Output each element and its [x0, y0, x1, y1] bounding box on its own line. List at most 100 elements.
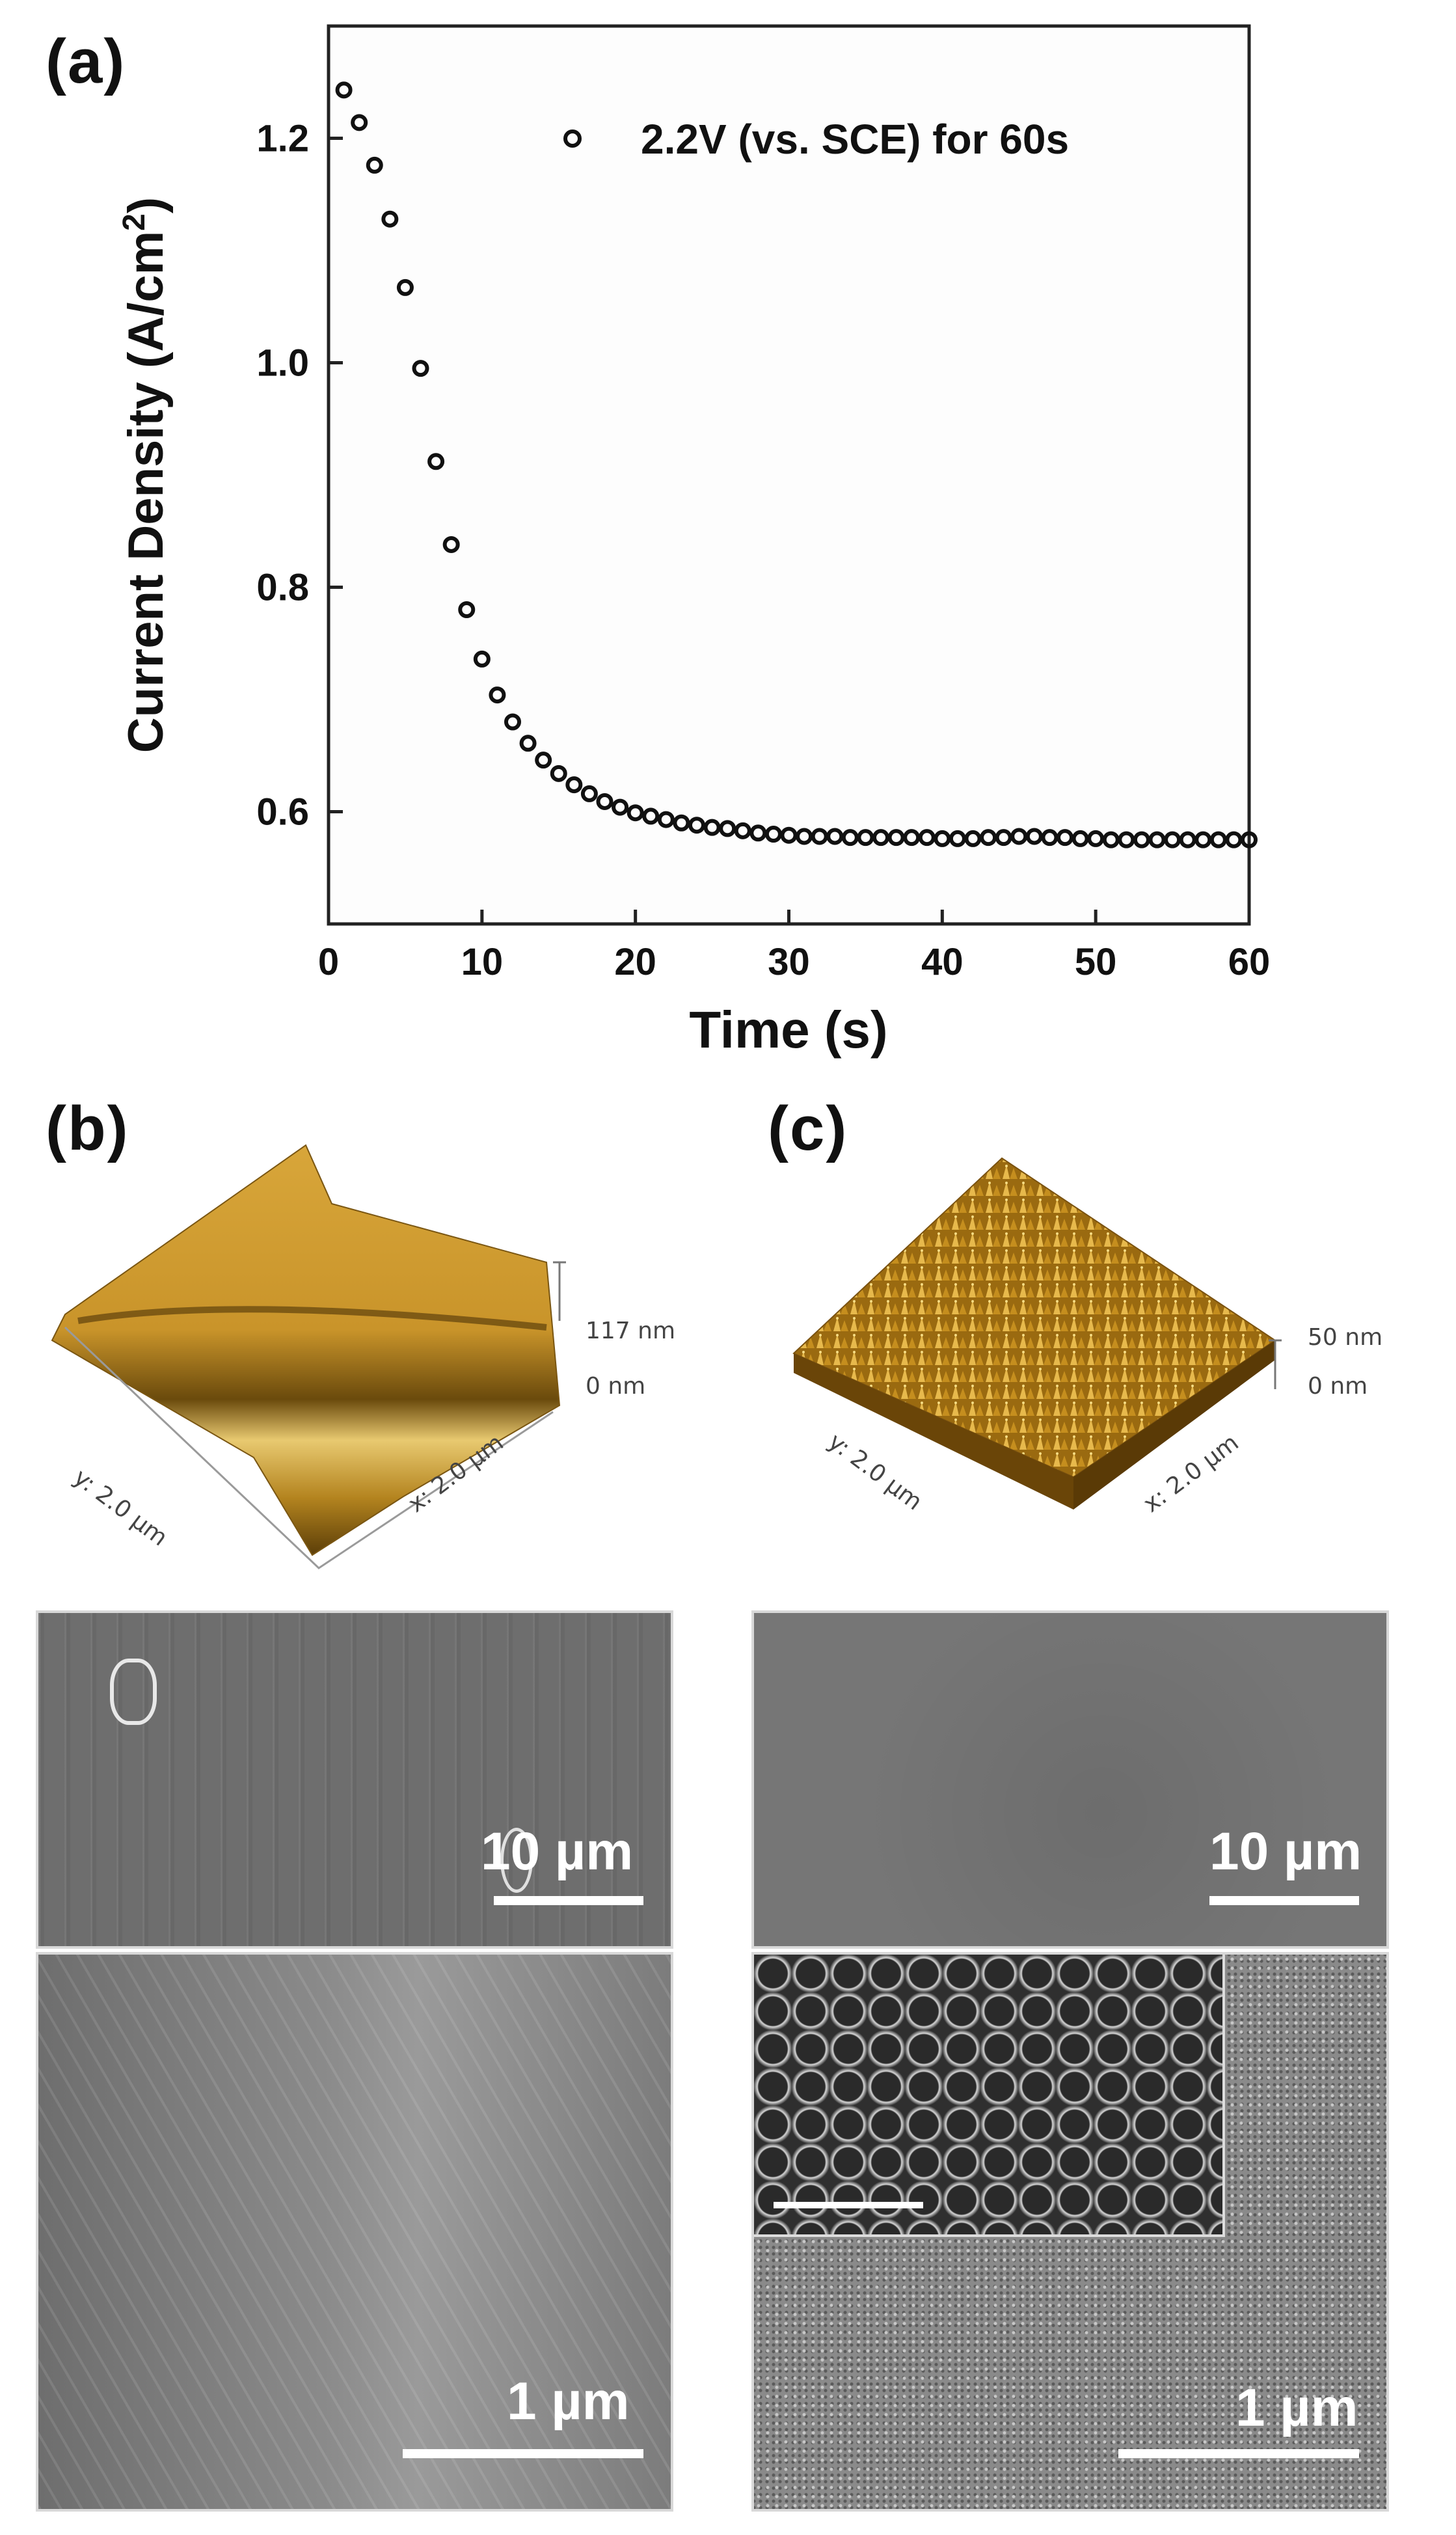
data-point — [1179, 831, 1196, 848]
data-point — [366, 156, 383, 174]
data-point — [719, 820, 736, 837]
data-point — [519, 735, 537, 752]
data-point — [688, 817, 705, 834]
scale-bar-c-top — [1209, 1896, 1359, 1905]
afm-c-zmax: 50 nm — [1308, 1324, 1383, 1351]
afm-z-scale-c — [1269, 1339, 1282, 1389]
data-point — [596, 793, 613, 810]
data-point — [535, 752, 552, 769]
axes: 0 10 20 30 40 50 60 0.6 0.8 1.0 1.2 — [256, 118, 1270, 984]
data-point — [412, 360, 429, 377]
x-tick-label: 0 — [318, 941, 339, 983]
data-point — [780, 826, 798, 844]
legend-label: 2.2V (vs. SCE) for 60s — [641, 116, 1069, 163]
afm-b-zmin: 0 nm — [586, 1373, 646, 1400]
data-point — [473, 650, 491, 668]
afm-z-scale-b — [553, 1261, 566, 1321]
data-point — [1241, 831, 1258, 848]
data-point — [673, 814, 690, 832]
panel-label-b: (b) — [46, 1094, 129, 1163]
data-point — [642, 807, 660, 825]
x-tick-label: 60 — [1228, 941, 1271, 983]
data-point — [995, 829, 1012, 847]
data-point — [811, 828, 828, 845]
data-point — [964, 830, 982, 847]
x-tick-label: 10 — [461, 941, 504, 983]
data-point — [442, 535, 460, 553]
y-tick-label: 1.2 — [256, 118, 309, 160]
afm-surface-c — [792, 1157, 1276, 1478]
x-tick-label: 40 — [921, 941, 964, 983]
data-point — [949, 830, 966, 847]
x-axis-label: Time (s) — [689, 1001, 887, 1059]
legend-marker — [563, 129, 582, 148]
data-point — [1164, 831, 1181, 848]
scale-label-b-bottom: 1 µm — [507, 2372, 630, 2431]
scale-bar-c-inset — [774, 2202, 923, 2208]
afm-image-b — [51, 1144, 566, 1569]
data-point — [749, 824, 767, 842]
data-point — [1209, 831, 1227, 848]
panel-label-a: (a) — [46, 27, 126, 96]
data-points — [335, 81, 1258, 848]
data-point — [796, 828, 813, 845]
data-point — [627, 804, 644, 822]
sem-particle — [110, 1659, 157, 1725]
data-point — [1225, 831, 1243, 848]
data-point — [565, 776, 583, 794]
data-point — [1010, 828, 1028, 845]
data-point — [841, 829, 859, 847]
afm-side-left-c — [794, 1353, 1073, 1510]
scale-label-c-bottom: 1 µm — [1235, 2378, 1358, 2437]
afm-image-c — [792, 1157, 1282, 1510]
afm-b-zmax: 117 nm — [586, 1318, 676, 1344]
sem-inset-c — [754, 1955, 1225, 2237]
x-tick-label: 20 — [614, 941, 656, 983]
data-point — [580, 785, 598, 802]
afm-base-frame-b — [64, 1326, 554, 1569]
y-axis-label-main: Current Density (A/cm — [118, 231, 174, 753]
x-tick-label: 30 — [768, 941, 810, 983]
sem-image-b-top: 10 µm — [36, 1610, 673, 1949]
data-point — [504, 713, 521, 731]
scale-label-c-top: 10 µm — [1209, 1822, 1362, 1881]
y-axis-label-close: ) — [118, 197, 174, 213]
data-point — [903, 829, 921, 847]
x-tick-label: 50 — [1075, 941, 1117, 983]
data-point — [764, 826, 782, 843]
scale-bar-b-top — [494, 1896, 643, 1905]
data-point — [396, 278, 414, 296]
data-point — [1057, 829, 1073, 847]
data-point — [857, 829, 874, 847]
scale-bar-c-bottom — [1118, 2449, 1359, 2458]
sem-particle — [500, 1828, 533, 1893]
data-point — [489, 686, 506, 704]
sem-image-b-bottom: 1 µm — [36, 1952, 673, 2512]
afm-c-zmin: 0 nm — [1308, 1373, 1368, 1400]
y-axis-label: Current Density (A/cm2) — [117, 197, 174, 753]
sem-image-c-top: 10 µm — [751, 1610, 1389, 1949]
data-point — [335, 81, 353, 99]
data-point — [351, 114, 368, 131]
sem-image-c-bottom: 1 µm — [751, 1952, 1389, 2512]
data-point — [381, 210, 399, 228]
legend: 2.2V (vs. SCE) for 60s — [563, 116, 1069, 163]
data-point — [1041, 829, 1058, 847]
data-point — [1087, 830, 1105, 847]
data-point — [1102, 831, 1120, 848]
y-axis-label-superscript: 2 — [117, 213, 152, 231]
scale-label-b-top: 10 µm — [481, 1822, 634, 1881]
data-point — [826, 828, 844, 845]
data-point — [657, 811, 675, 828]
data-point — [1194, 831, 1212, 848]
data-point — [1072, 830, 1089, 847]
data-point — [1025, 828, 1043, 845]
data-point — [703, 819, 721, 836]
afm-step-edge — [77, 1306, 547, 1331]
data-point — [872, 829, 889, 847]
plot-frame — [327, 24, 1251, 926]
scale-bar-b-bottom — [403, 2449, 643, 2458]
data-point — [427, 453, 445, 470]
data-point — [934, 830, 951, 847]
afm-side-right-c — [1073, 1340, 1275, 1510]
